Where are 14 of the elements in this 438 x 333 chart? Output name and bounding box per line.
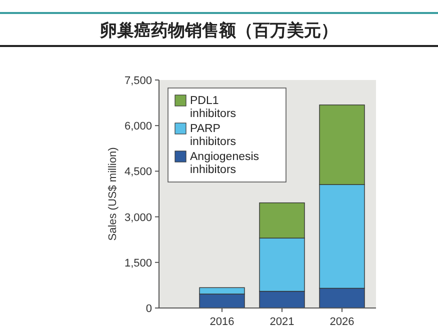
y-tick-label: 7,500 bbox=[124, 75, 152, 87]
y-tick-label: 4,500 bbox=[124, 166, 152, 178]
legend-label: PARP inhibitors bbox=[190, 123, 236, 148]
x-tick-label: 2021 bbox=[270, 316, 294, 328]
y-tick-label: 3,000 bbox=[124, 212, 152, 224]
y-axis-title: Sales (US$ million) bbox=[107, 147, 119, 241]
x-tick-label: 2026 bbox=[330, 316, 354, 328]
y-tick-label: 1,500 bbox=[124, 257, 152, 270]
legend-label: PDL1 inhibitors bbox=[190, 95, 236, 120]
y-tick-label: 0 bbox=[146, 303, 152, 315]
legend-label: Angiogenesis inhibitors bbox=[190, 151, 260, 176]
chart-title: 卵巢癌药物销售额（百万美元） bbox=[99, 21, 338, 40]
x-tick-label: 2016 bbox=[210, 316, 234, 328]
y-tick-label: 6,000 bbox=[124, 120, 152, 133]
